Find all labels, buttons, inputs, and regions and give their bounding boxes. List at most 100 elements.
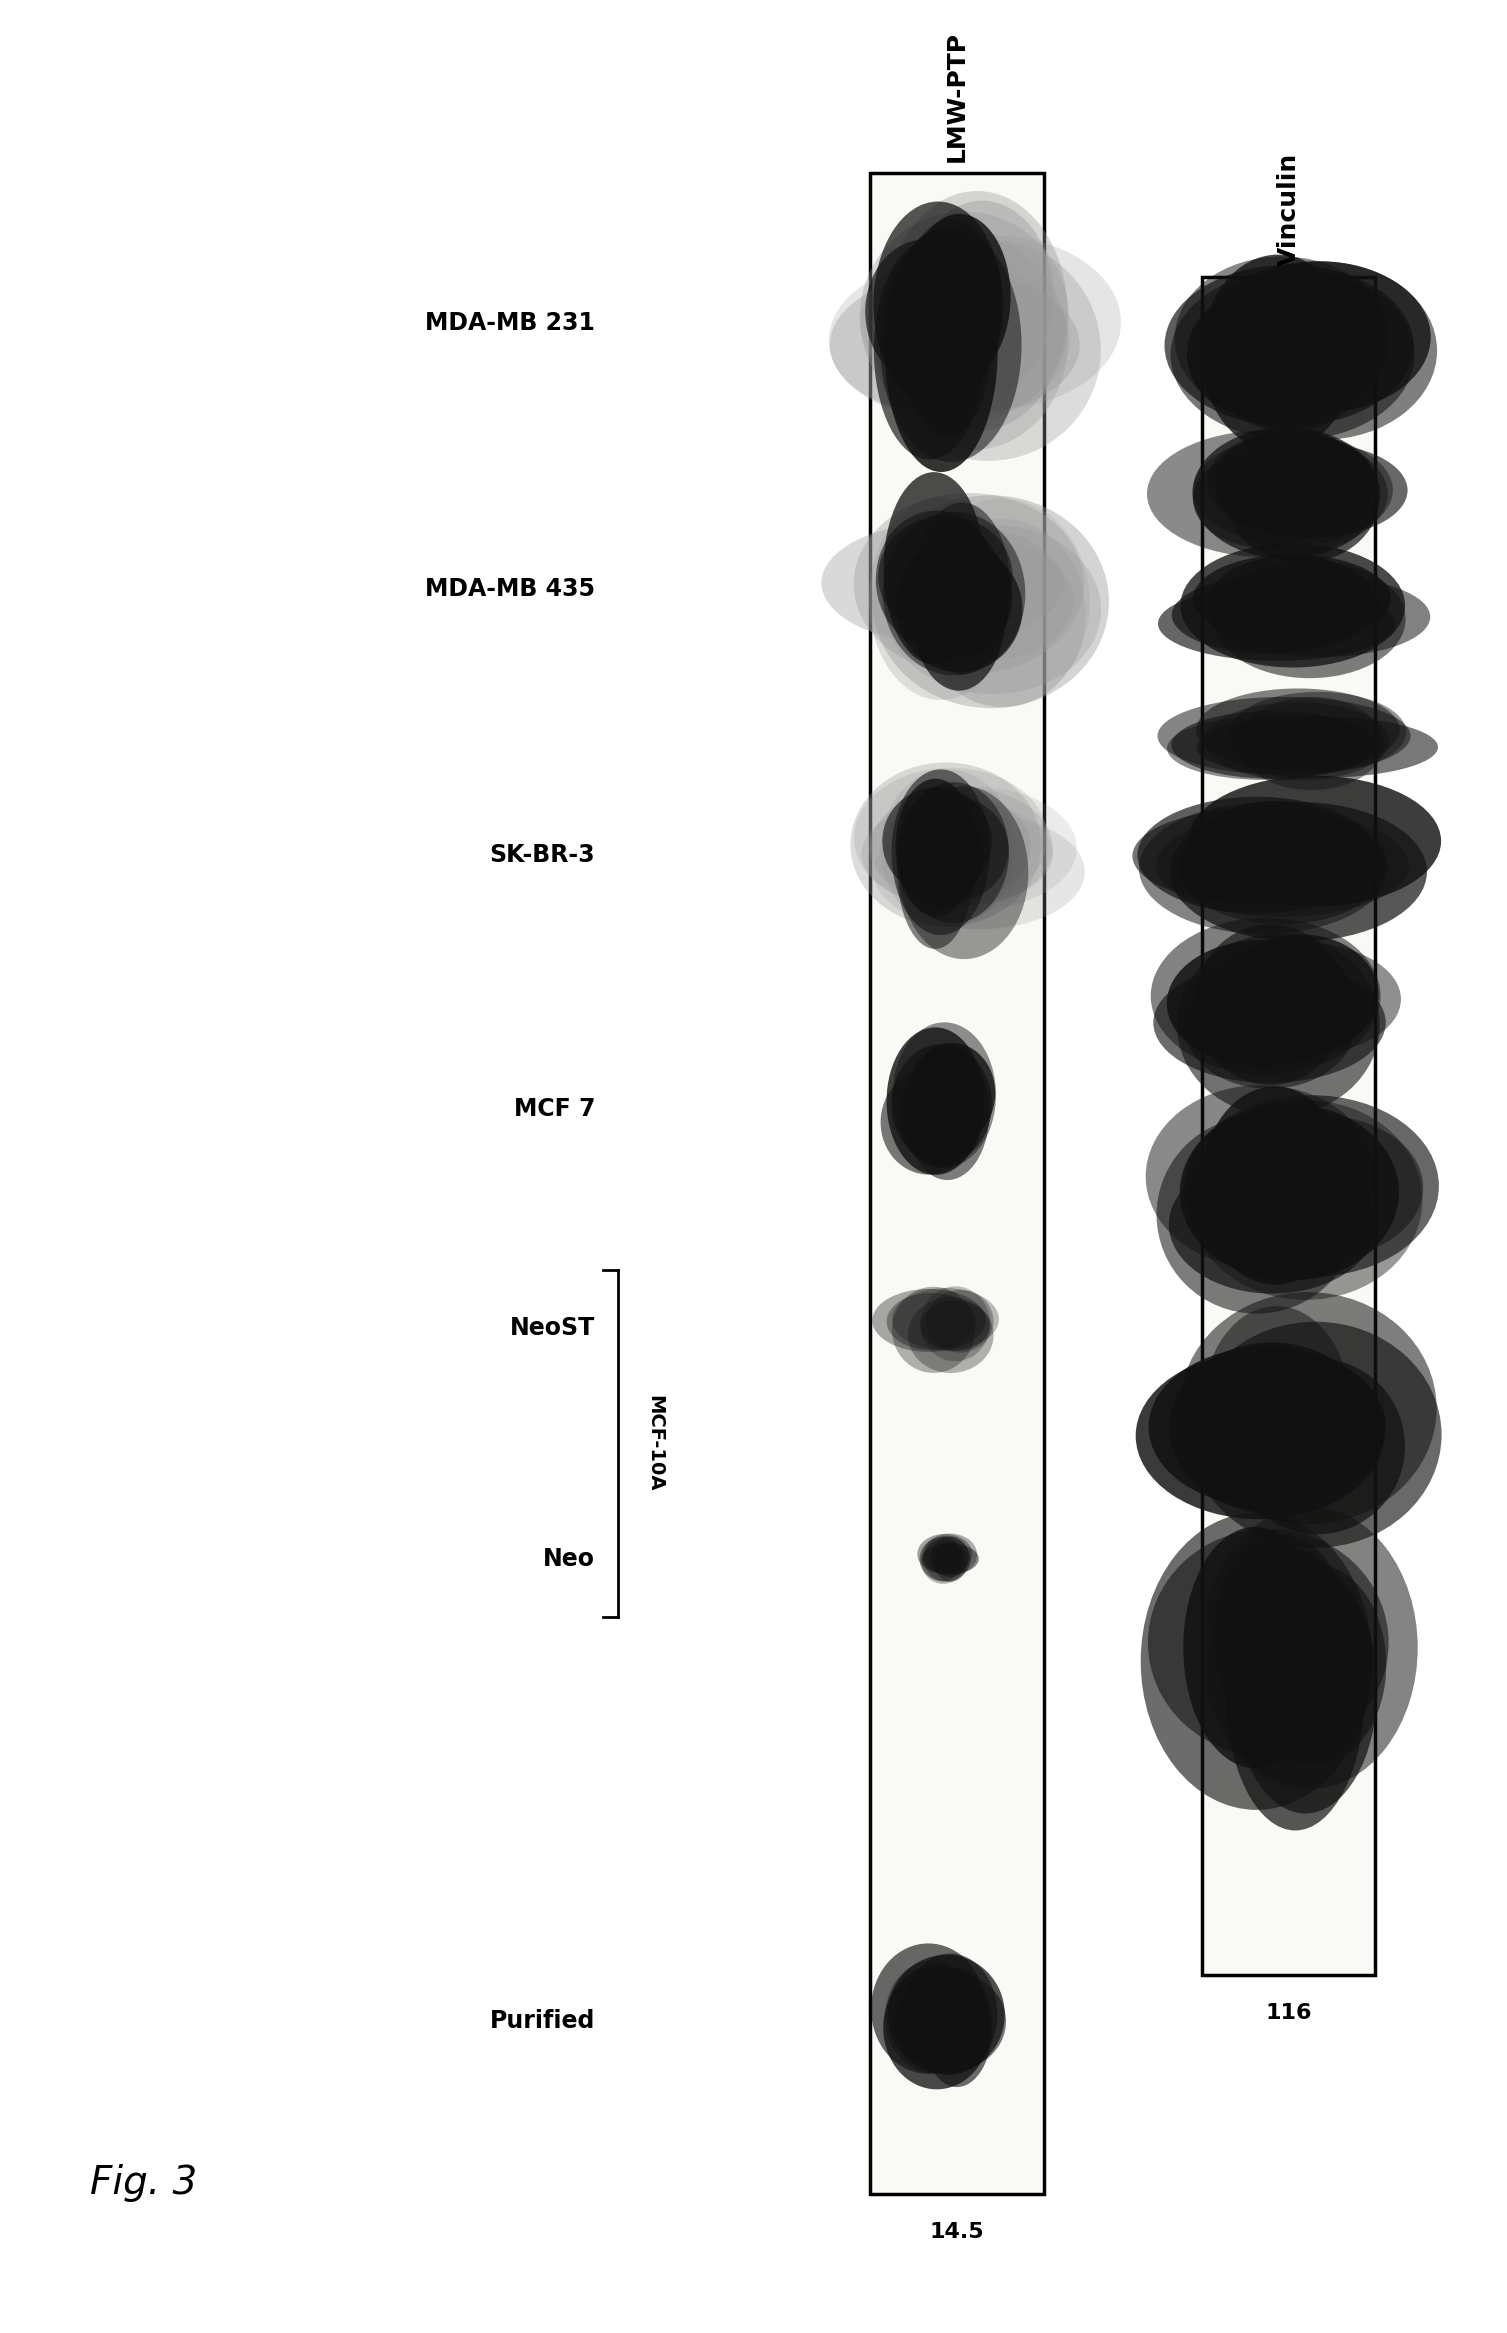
Text: Fig. 3: Fig. 3	[90, 2165, 197, 2202]
Ellipse shape	[898, 800, 983, 908]
Ellipse shape	[1189, 1323, 1442, 1547]
Ellipse shape	[901, 537, 1013, 658]
Ellipse shape	[910, 201, 1053, 397]
Ellipse shape	[1185, 964, 1355, 1090]
Ellipse shape	[879, 516, 1013, 637]
Ellipse shape	[1138, 798, 1376, 915]
Ellipse shape	[1185, 1094, 1439, 1276]
Ellipse shape	[1178, 810, 1385, 924]
Ellipse shape	[904, 264, 990, 436]
Ellipse shape	[1225, 434, 1379, 562]
Ellipse shape	[1207, 261, 1438, 441]
Ellipse shape	[883, 786, 992, 896]
Text: MDA-MB 231: MDA-MB 231	[425, 313, 595, 336]
Ellipse shape	[1234, 572, 1374, 642]
Ellipse shape	[886, 1292, 977, 1351]
Ellipse shape	[1201, 254, 1355, 453]
Ellipse shape	[1169, 803, 1427, 940]
Ellipse shape	[1198, 943, 1402, 1057]
Ellipse shape	[886, 191, 1067, 432]
Ellipse shape	[895, 1971, 1007, 2072]
Ellipse shape	[1192, 800, 1356, 905]
Ellipse shape	[873, 1288, 986, 1351]
Ellipse shape	[1136, 1353, 1383, 1519]
Ellipse shape	[883, 1967, 990, 2090]
Ellipse shape	[862, 800, 1053, 908]
Ellipse shape	[859, 212, 1068, 422]
Ellipse shape	[1207, 555, 1376, 649]
Ellipse shape	[880, 770, 1014, 926]
Ellipse shape	[1230, 693, 1406, 772]
Ellipse shape	[1171, 271, 1415, 441]
Ellipse shape	[1222, 936, 1379, 1055]
Ellipse shape	[919, 1537, 971, 1582]
Ellipse shape	[1171, 712, 1376, 779]
Ellipse shape	[1189, 1101, 1423, 1299]
Ellipse shape	[1201, 1507, 1418, 1789]
Ellipse shape	[900, 1062, 983, 1169]
Text: 116: 116	[1266, 2002, 1311, 2023]
Ellipse shape	[897, 789, 974, 950]
Ellipse shape	[886, 1027, 984, 1176]
Ellipse shape	[876, 511, 996, 649]
Ellipse shape	[870, 786, 1078, 910]
Ellipse shape	[1172, 576, 1365, 653]
Ellipse shape	[1240, 1563, 1386, 1766]
Ellipse shape	[1188, 777, 1441, 908]
Ellipse shape	[1177, 933, 1380, 1115]
Ellipse shape	[891, 1045, 992, 1164]
Ellipse shape	[1225, 1549, 1365, 1831]
Ellipse shape	[922, 1533, 977, 1575]
Ellipse shape	[922, 1544, 978, 1575]
Ellipse shape	[1183, 1526, 1326, 1768]
Ellipse shape	[1165, 264, 1414, 427]
Ellipse shape	[1153, 964, 1386, 1083]
Ellipse shape	[901, 219, 1004, 392]
Ellipse shape	[876, 240, 1100, 462]
Ellipse shape	[1139, 803, 1388, 933]
Ellipse shape	[1166, 716, 1361, 779]
Ellipse shape	[1194, 436, 1392, 546]
Ellipse shape	[1148, 1346, 1386, 1507]
Text: MCF-10A: MCF-10A	[645, 1395, 665, 1493]
Ellipse shape	[906, 1045, 990, 1180]
Ellipse shape	[885, 1960, 980, 2074]
Ellipse shape	[1206, 261, 1430, 413]
Ellipse shape	[1151, 917, 1380, 1073]
Ellipse shape	[1216, 443, 1408, 537]
Ellipse shape	[883, 471, 984, 665]
Ellipse shape	[1194, 450, 1334, 548]
Ellipse shape	[897, 546, 1022, 672]
Ellipse shape	[1141, 1512, 1373, 1810]
Ellipse shape	[1148, 1528, 1388, 1757]
Ellipse shape	[931, 1535, 969, 1577]
Ellipse shape	[1197, 716, 1438, 777]
Ellipse shape	[854, 768, 1047, 908]
Text: Vinculin: Vinculin	[1276, 152, 1301, 266]
Ellipse shape	[877, 236, 1067, 450]
Ellipse shape	[912, 525, 1007, 691]
Ellipse shape	[821, 523, 1064, 644]
Ellipse shape	[874, 240, 986, 460]
Ellipse shape	[883, 793, 1031, 901]
Ellipse shape	[885, 525, 1102, 693]
Ellipse shape	[1204, 702, 1389, 782]
Ellipse shape	[909, 1043, 995, 1143]
Ellipse shape	[865, 240, 986, 385]
Ellipse shape	[1188, 292, 1329, 418]
Text: Purified: Purified	[490, 2009, 595, 2032]
Ellipse shape	[921, 1299, 990, 1351]
Ellipse shape	[892, 1288, 975, 1372]
Ellipse shape	[874, 814, 1085, 929]
Ellipse shape	[915, 499, 1090, 707]
Ellipse shape	[1239, 698, 1383, 791]
Ellipse shape	[1215, 432, 1370, 530]
Ellipse shape	[1169, 1341, 1374, 1514]
Text: SK-BR-3: SK-BR-3	[490, 842, 595, 868]
Text: Neo: Neo	[543, 1547, 595, 1570]
Ellipse shape	[1145, 1085, 1376, 1267]
Ellipse shape	[919, 518, 1087, 707]
Ellipse shape	[1157, 698, 1411, 775]
Text: NeoST: NeoST	[509, 1316, 595, 1339]
Ellipse shape	[1197, 688, 1400, 770]
